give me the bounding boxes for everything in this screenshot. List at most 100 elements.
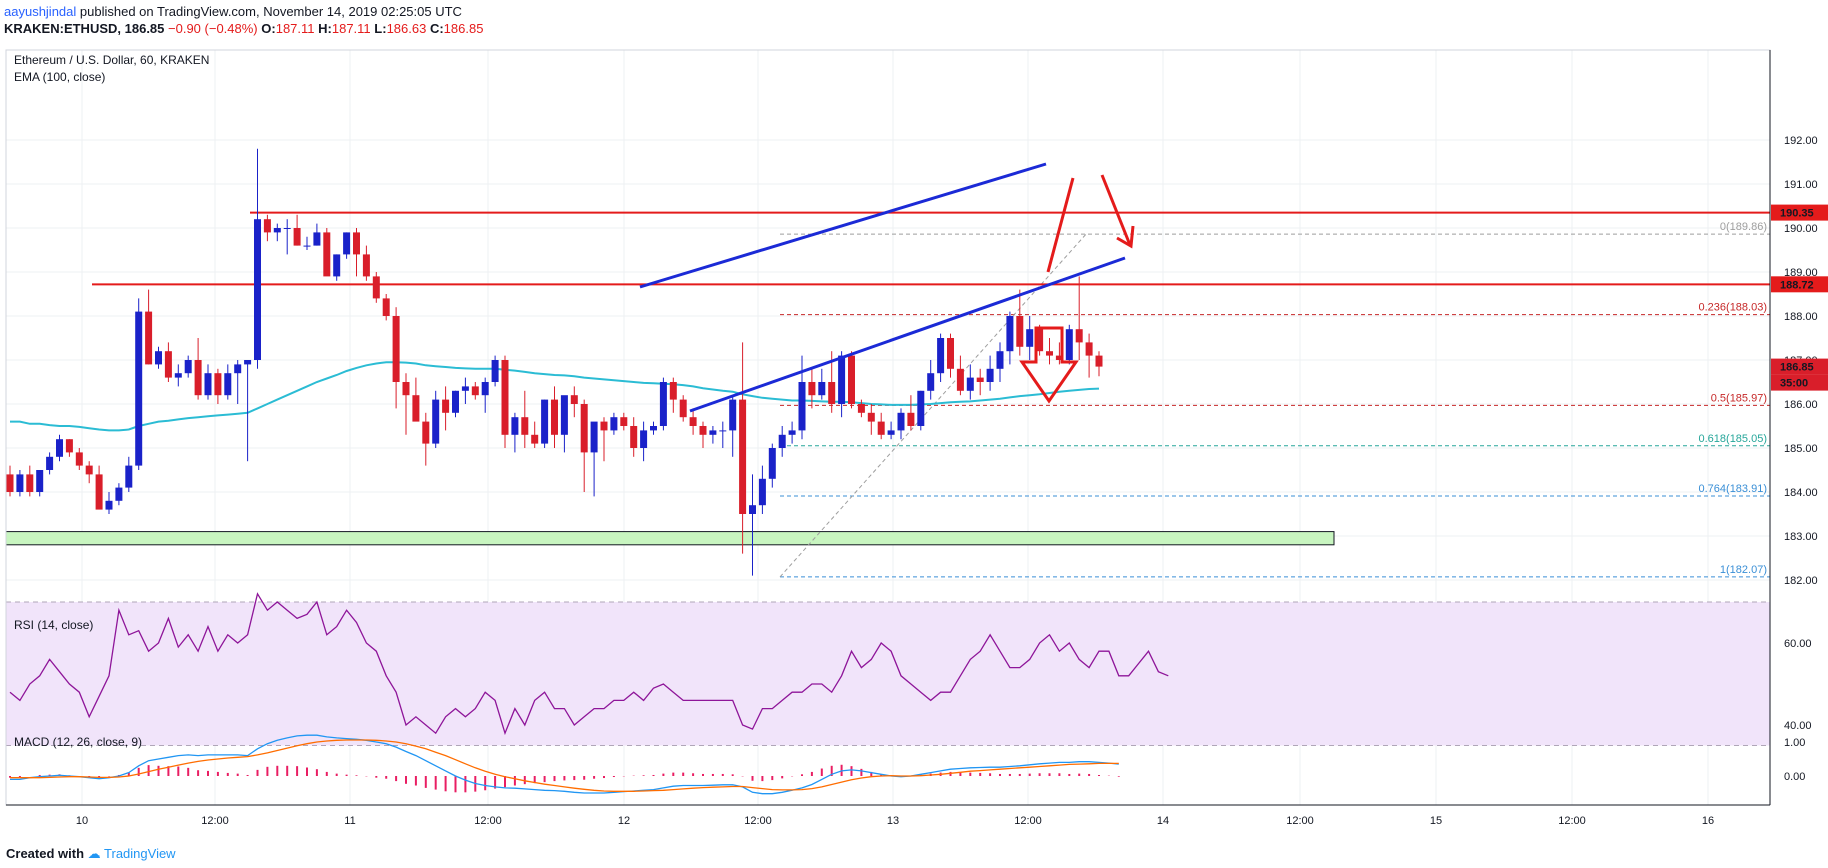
candle bbox=[36, 470, 44, 497]
last-price: 186.85 bbox=[124, 21, 165, 36]
candle-body bbox=[1036, 329, 1044, 352]
candle-body bbox=[1006, 316, 1014, 352]
candle-body bbox=[897, 412, 905, 431]
candle bbox=[511, 412, 519, 453]
candle-body bbox=[184, 360, 192, 374]
candle bbox=[115, 483, 123, 506]
candle-body bbox=[630, 426, 638, 448]
macd-pane[interactable] bbox=[9, 734, 1120, 795]
x-tick-label: 12:00 bbox=[474, 815, 502, 827]
author-link[interactable]: aayushjindal bbox=[4, 4, 77, 19]
candle bbox=[95, 465, 103, 510]
candle bbox=[412, 377, 420, 422]
candle-body bbox=[194, 360, 202, 396]
price-pane[interactable]: 0(189.86) 0.236(188.03) 0.5(185.97) 0.618(1… bbox=[5, 148, 1770, 578]
candle bbox=[26, 465, 34, 497]
symbol-label: KRAKEN:ETHUSD, bbox=[4, 21, 121, 36]
candle-body bbox=[1065, 329, 1073, 360]
candle-body bbox=[739, 399, 747, 514]
fib-level-label: 0.5(185.97) bbox=[1711, 392, 1767, 404]
x-tick-label: 15 bbox=[1430, 815, 1442, 827]
candle bbox=[798, 355, 806, 440]
candle bbox=[174, 364, 182, 387]
candle-body bbox=[105, 500, 113, 510]
macd-line bbox=[10, 734, 1119, 795]
candle bbox=[65, 439, 73, 457]
high-label: H: bbox=[318, 21, 332, 36]
candle bbox=[491, 355, 499, 387]
y-tick-label: 189.00 bbox=[1784, 267, 1818, 279]
candle-body bbox=[303, 245, 311, 247]
candle-body bbox=[551, 399, 558, 435]
candle-body bbox=[669, 382, 677, 400]
candle-body bbox=[402, 382, 410, 396]
up-arrow-path bbox=[1046, 177, 1075, 273]
price-label-last: 186.85 bbox=[1780, 362, 1814, 374]
candle bbox=[1016, 289, 1024, 356]
candle-body bbox=[46, 456, 54, 470]
candle-body bbox=[699, 426, 707, 435]
candle bbox=[531, 421, 539, 448]
candle bbox=[560, 395, 568, 453]
channel-lower-line bbox=[689, 256, 1126, 413]
candle bbox=[570, 386, 578, 418]
created-with-label: Created with bbox=[6, 846, 85, 861]
candle-body bbox=[650, 426, 657, 431]
candle bbox=[343, 232, 351, 259]
candle bbox=[838, 351, 846, 418]
candle-body bbox=[75, 452, 83, 466]
candle-body bbox=[1075, 329, 1083, 343]
candle bbox=[1095, 351, 1103, 377]
candle bbox=[313, 223, 321, 246]
candle-body bbox=[412, 395, 420, 422]
y-tick-label: 188.00 bbox=[1784, 311, 1818, 323]
close-label: C: bbox=[429, 21, 444, 36]
candle bbox=[937, 333, 945, 382]
candle-body bbox=[293, 228, 301, 246]
chart-title: Ethereum / U.S. Dollar, 60, KRAKEN bbox=[14, 53, 209, 67]
candle bbox=[155, 346, 162, 369]
candle-body bbox=[145, 311, 153, 365]
candle bbox=[461, 377, 469, 404]
tradingview-brand: TradingView bbox=[104, 846, 176, 861]
candle-body bbox=[640, 430, 648, 448]
candle bbox=[234, 360, 242, 404]
candle-body bbox=[1095, 355, 1103, 367]
candle bbox=[610, 412, 618, 435]
candle bbox=[382, 294, 390, 321]
candle bbox=[996, 342, 1004, 382]
y-tick-label: 190.00 bbox=[1784, 223, 1818, 235]
candle-body bbox=[1055, 355, 1063, 360]
support-zone bbox=[5, 531, 1335, 546]
candle bbox=[16, 470, 24, 497]
candle bbox=[877, 412, 885, 440]
candle bbox=[6, 465, 14, 497]
candle bbox=[986, 355, 994, 391]
candle bbox=[85, 461, 93, 484]
candle bbox=[709, 426, 717, 444]
candle bbox=[947, 333, 954, 378]
candle-body bbox=[343, 232, 351, 255]
ohlc-line: KRAKEN:ETHUSD, 186.85 −0.90 (−0.48%) O:1… bbox=[4, 21, 483, 36]
fib-level-label: 0(189.86) bbox=[1720, 221, 1767, 233]
candle bbox=[164, 342, 172, 382]
header-bar: aayushjindal published on TradingView.co… bbox=[0, 0, 1828, 42]
candle bbox=[452, 390, 459, 418]
price-change: −0.90 (−0.48%) bbox=[168, 21, 258, 36]
candle bbox=[966, 364, 974, 400]
tradingview-logo[interactable]: ☁ TradingView bbox=[87, 846, 176, 861]
candle bbox=[75, 448, 83, 470]
x-tick-label: 14 bbox=[1157, 815, 1169, 827]
candle-body bbox=[541, 399, 549, 444]
candle-body bbox=[36, 470, 44, 492]
candle-body bbox=[768, 448, 776, 479]
macd-legend: MACD (12, 26, close, 9) bbox=[14, 735, 142, 749]
price-label-last-bg bbox=[1771, 358, 1828, 375]
candle-body bbox=[749, 505, 756, 514]
y-tick-label: 184.00 bbox=[1784, 487, 1818, 499]
candle-body bbox=[362, 254, 370, 277]
rsi-pane[interactable] bbox=[6, 592, 1770, 746]
fib-level-label: 1(182.07) bbox=[1720, 564, 1767, 576]
candle bbox=[333, 254, 341, 281]
